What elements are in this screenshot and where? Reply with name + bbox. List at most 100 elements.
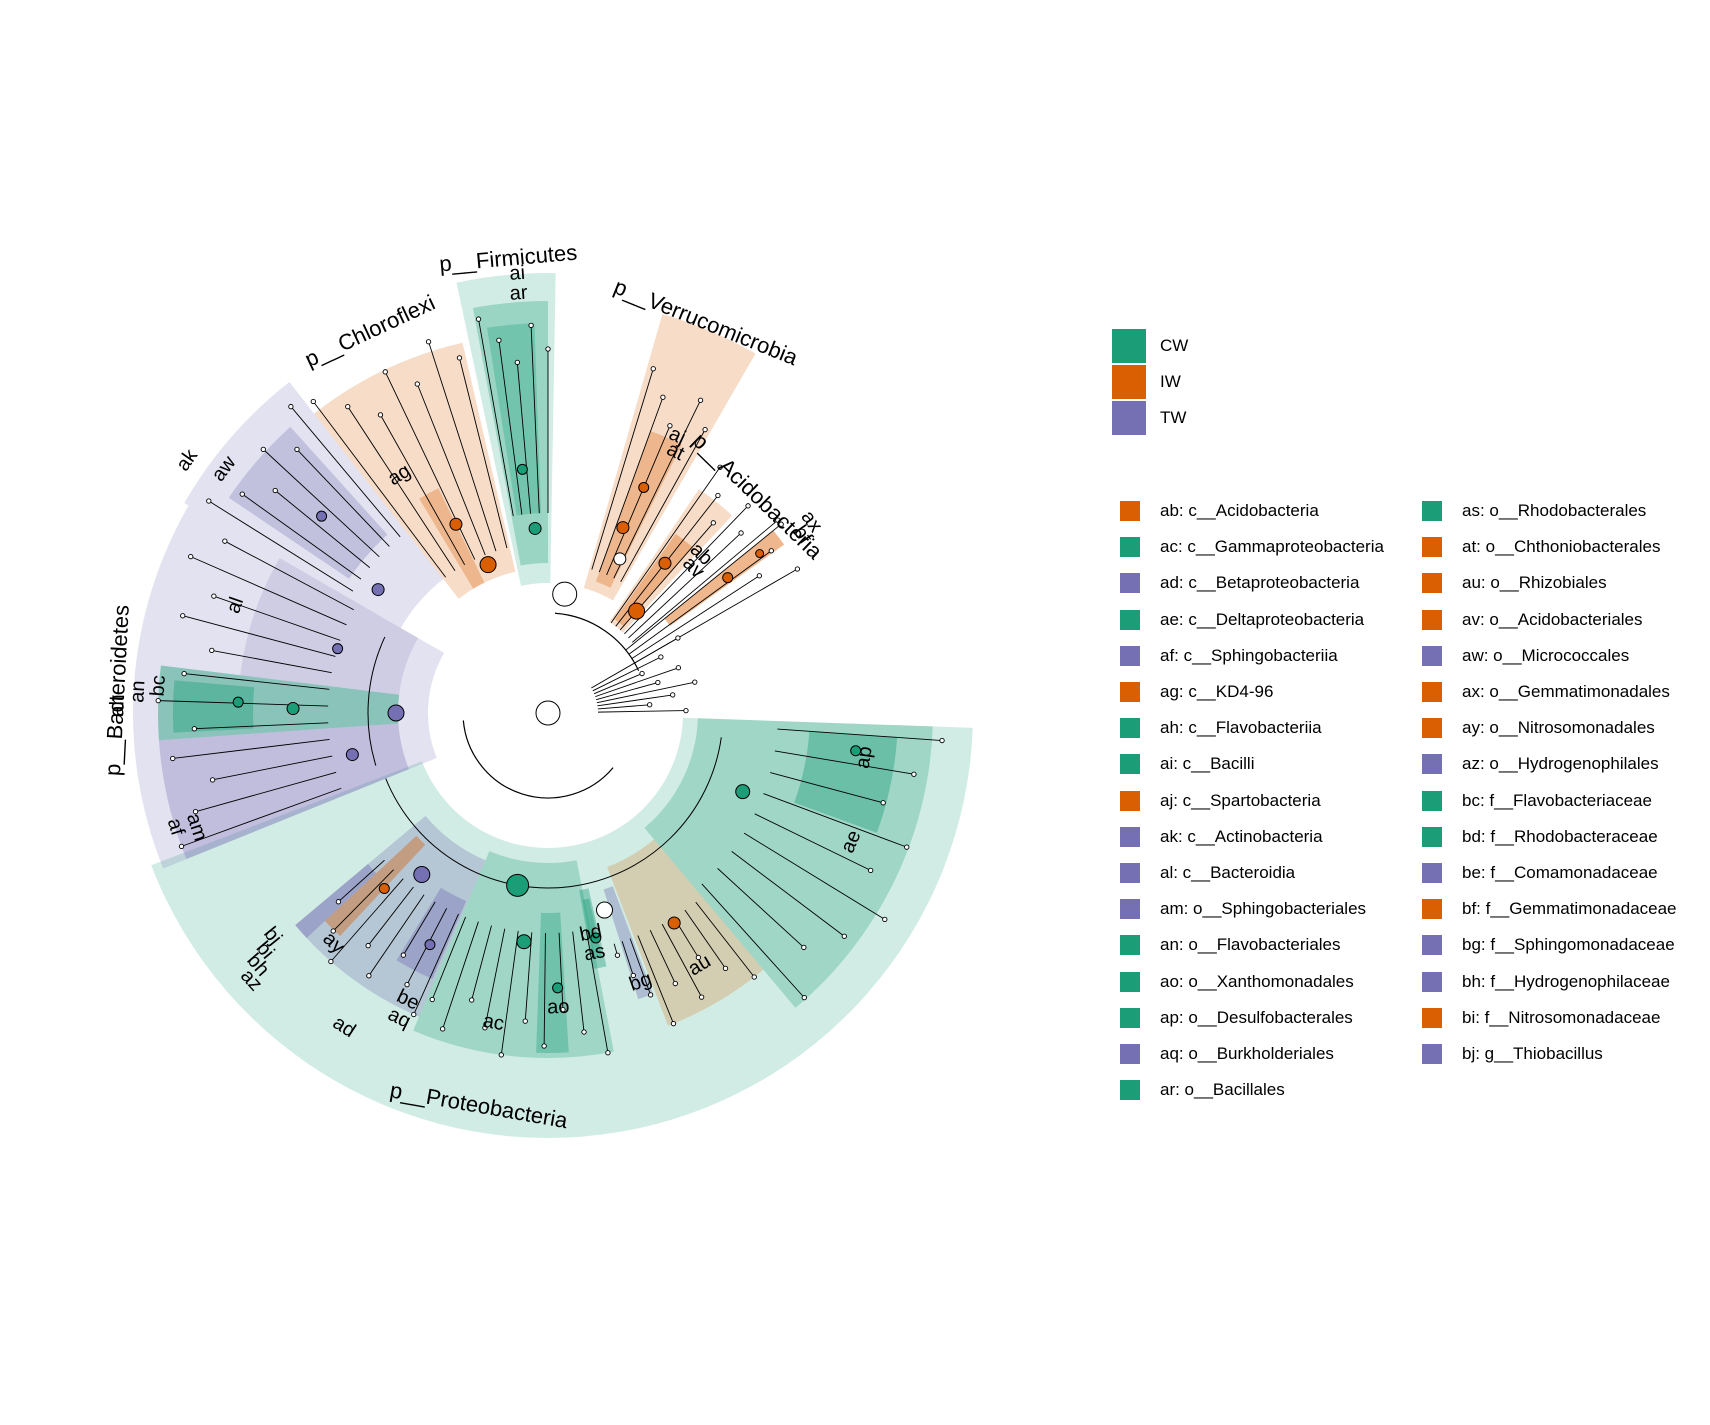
branch-beta-6 xyxy=(332,869,394,932)
branch-bacteroid-1 xyxy=(195,771,337,813)
branch-bacteroid-10 xyxy=(190,556,347,626)
clade-label-af: af xyxy=(163,816,189,839)
clade-label-an: an xyxy=(126,680,149,703)
firmicutes-node xyxy=(552,581,578,607)
leaf-node-acido-5 xyxy=(775,517,781,523)
leaf-node-rhizo-0 xyxy=(751,974,757,980)
leaf-node-delta-4 xyxy=(868,867,874,874)
leaf-node-actino-3 xyxy=(260,446,266,453)
legend-swatch-aj xyxy=(1120,790,1140,811)
deltaproteobacteria-node xyxy=(735,784,751,800)
acidobacteria-node xyxy=(628,602,646,620)
leaf-node-gamma-9 xyxy=(429,996,435,1003)
clade-label-as: as xyxy=(582,940,607,966)
branch-gemma-0 xyxy=(625,523,782,651)
branch-rhizo-3 xyxy=(661,923,703,998)
legend-text-ay: ay: o__Nitrosomonadales xyxy=(1462,718,1655,738)
leaf-node-acido-2 xyxy=(710,520,716,526)
leaf-node-bacteroid-1 xyxy=(192,808,199,815)
clade-label-ap: ap xyxy=(852,745,877,770)
branch-delta-0 xyxy=(777,728,943,742)
branch-gamma-2 xyxy=(558,932,564,1010)
legend-text-al: al: c__Bacteroidia xyxy=(1160,863,1296,882)
leaf-node-bacteroid-8 xyxy=(180,613,186,619)
legend-swatch-ao xyxy=(1120,971,1140,992)
clade-label-ai: ai xyxy=(509,262,526,285)
legend-entry-al: al: c__Bacteroidia xyxy=(1120,862,1295,884)
leaf-node-gamma-1 xyxy=(581,1029,587,1035)
leaf-node-gamma-7 xyxy=(469,997,475,1003)
legend-swatch-az xyxy=(1422,754,1442,775)
legend-entry-ad: ad: c__Betaproteobacteria xyxy=(1120,572,1359,594)
leaf-node-beta-4 xyxy=(365,942,371,949)
branch-bacteroid-6 xyxy=(184,673,330,690)
leaf-node-sphingo-0 xyxy=(647,992,654,998)
branch-firmi-1 xyxy=(498,340,523,515)
leaf-node-gemma-1 xyxy=(768,548,774,554)
legend-swatch-at xyxy=(1422,537,1442,558)
hydrogenophilales-shade xyxy=(295,864,377,939)
firmicutes-shade xyxy=(456,272,556,586)
legend-entry-ae: ae: c__Deltaproteobacteria xyxy=(1120,609,1364,631)
legend-swatch-ap xyxy=(1120,1007,1140,1028)
verrucomicrobia-node xyxy=(613,552,627,566)
legend-entry-bd: bd: f__Rhodobacteraceae xyxy=(1422,826,1658,848)
legend-swatch-bj xyxy=(1422,1044,1442,1064)
leaf-node-gamma-2 xyxy=(560,1006,566,1013)
leaf-node-gamma-4 xyxy=(522,1018,528,1024)
rhodobacterales-node xyxy=(590,932,602,944)
legend-text-ax: ax: o__Gemmatimonadales xyxy=(1462,682,1670,701)
branch-acido-5 xyxy=(631,519,779,643)
legend-text-am: am: o__Sphingobacteriales xyxy=(1160,899,1367,919)
legend-text-aq: aq: o__Burkholderiales xyxy=(1160,1044,1334,1063)
tw-swatch xyxy=(1112,401,1146,435)
clade-label-bd: bd xyxy=(578,920,604,946)
legend-entry-bf: bf: f__Gemmatimonadaceae xyxy=(1422,898,1677,920)
legend-swatch-be xyxy=(1422,863,1442,883)
leaf-node-delta-6 xyxy=(841,933,847,939)
branch-bacteroid-8 xyxy=(182,615,336,657)
leaf-node-delta-7 xyxy=(801,944,807,951)
desulfobacterales-shade xyxy=(794,731,898,833)
leaf-node-misc-3 xyxy=(675,665,682,671)
branch-rhizo-5 xyxy=(637,935,674,1024)
tree-arc-lower xyxy=(462,720,614,799)
leaf-node-bacteroid-7 xyxy=(209,647,215,654)
leaf-node-bacteroid-0 xyxy=(178,843,185,850)
branch-chloro-6 xyxy=(459,357,508,549)
branch-gamma-8 xyxy=(442,921,479,1030)
legend-text-ad: ad: c__Betaproteobacteria xyxy=(1160,573,1360,593)
leaf-node-chloro-2 xyxy=(377,412,384,418)
leaf-node-firmi-1 xyxy=(496,337,502,343)
legend-entry-ai: ai: c__Bacilli xyxy=(1120,753,1255,775)
legend-text-bj: bj: g__Thiobacillus xyxy=(1462,1044,1603,1063)
leaf-node-beta-2 xyxy=(400,952,407,958)
legend-text-be: be: f__Comamonadaceae xyxy=(1462,863,1658,882)
leaf-node-actino-2 xyxy=(272,487,278,494)
leaf-node-verruco-3 xyxy=(697,397,704,403)
branch-delta-7 xyxy=(717,868,805,948)
branch-gamma-0 xyxy=(585,929,609,1053)
betaproteobacteria-node xyxy=(413,866,431,884)
leaf-node-delta-1 xyxy=(911,771,917,777)
branch-misc-1 xyxy=(592,656,662,692)
legend-swatch-ay xyxy=(1422,718,1442,739)
branch-actino-1 xyxy=(242,493,362,580)
branch-delta-8 xyxy=(701,883,805,998)
legend-swatch-bh xyxy=(1422,971,1442,992)
leaf-node-misc-7 xyxy=(647,702,653,708)
flavobacteriaceae-node xyxy=(232,696,244,708)
group-legend: CW IW TW xyxy=(1112,328,1188,436)
leaf-node-bacteroid-4 xyxy=(191,726,197,732)
proteobacteria-shade xyxy=(151,717,973,1138)
branch-gamma-3 xyxy=(543,932,546,1046)
leaf-node-sphingo-2 xyxy=(614,952,621,958)
iw-swatch xyxy=(1112,365,1146,399)
leaf-node-beta-3 xyxy=(366,973,372,979)
rhizobiales-shade xyxy=(607,839,764,1026)
cw-label: CW xyxy=(1160,336,1189,355)
root-node xyxy=(535,700,561,726)
sphingobacteriia-node xyxy=(345,748,359,762)
leaf-node-firmi-0 xyxy=(475,316,482,322)
branch-beta-5 xyxy=(330,878,404,962)
